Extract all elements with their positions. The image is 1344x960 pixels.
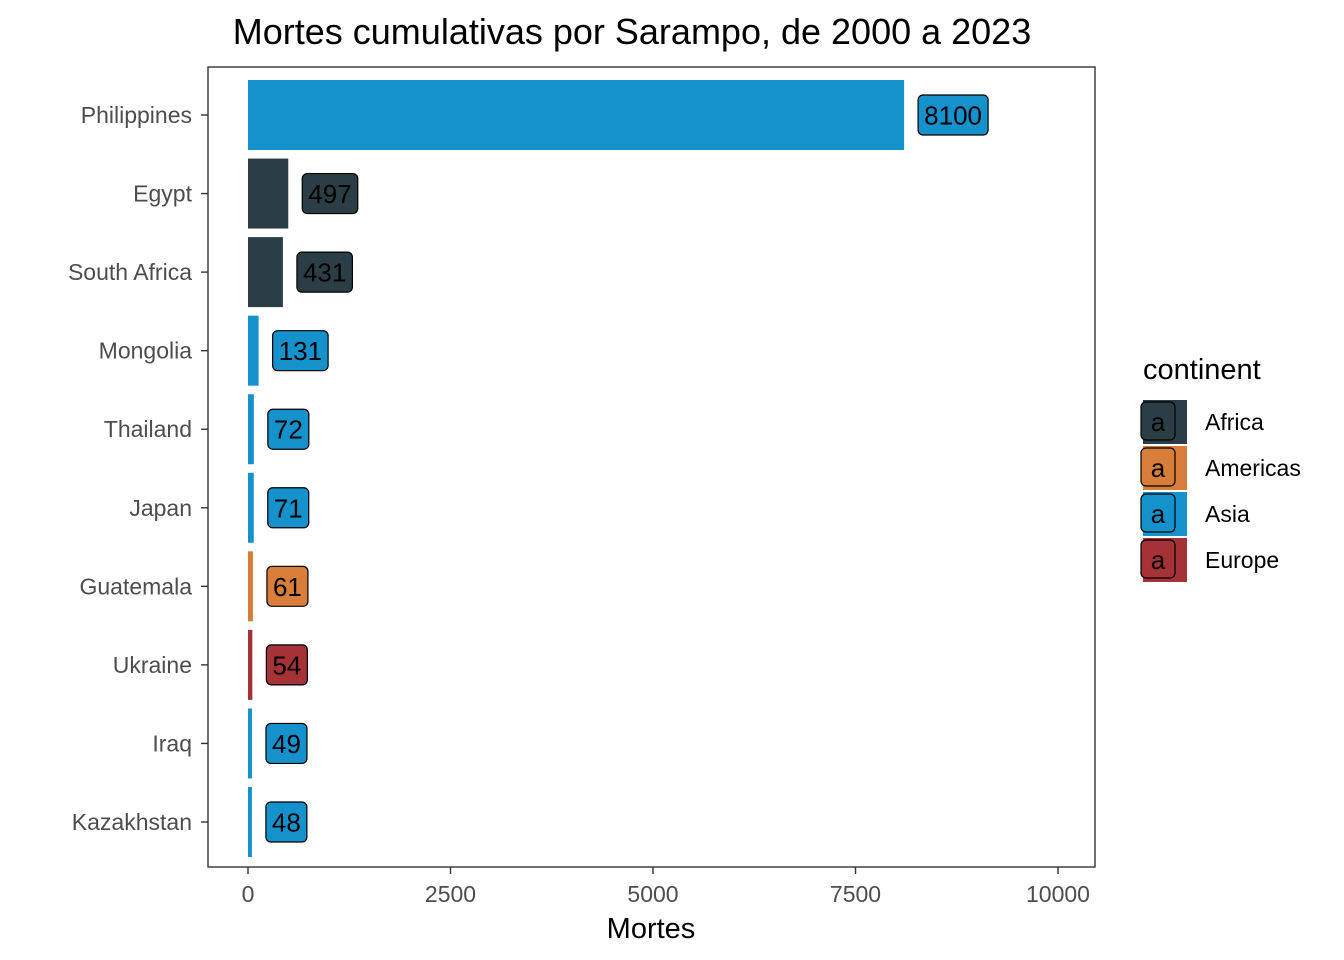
chart-title: Mortes cumulativas por Sarampo, de 2000 … xyxy=(233,11,1031,52)
legend-label: Americas xyxy=(1205,455,1301,481)
y-tick-label: Kazakhstan xyxy=(72,809,192,835)
legend-key-box xyxy=(1140,447,1176,487)
data-label: 131 xyxy=(279,336,322,366)
legend-label: Africa xyxy=(1205,409,1264,435)
bar xyxy=(248,472,254,543)
data-label: 49 xyxy=(272,729,301,759)
data-label-box xyxy=(265,722,308,765)
data-label: 72 xyxy=(274,415,303,445)
y-tick-label: Thailand xyxy=(104,416,192,442)
data-label-box xyxy=(296,251,354,293)
bar xyxy=(248,551,253,622)
y-tick-label: Ukraine xyxy=(113,652,192,678)
data-label: 8100 xyxy=(924,101,982,131)
data-label-box xyxy=(267,408,310,450)
y-tick-label: Philippines xyxy=(81,102,192,128)
y-tick-label: Egypt xyxy=(133,181,192,207)
data-label-box xyxy=(267,487,310,529)
x-axis: 0 2500 5000 7500 10000 xyxy=(242,867,1090,907)
bar xyxy=(248,237,283,308)
legend-key-glyph: a xyxy=(1151,545,1166,575)
data-label-box xyxy=(301,172,359,215)
bar xyxy=(248,629,253,700)
bar xyxy=(248,80,905,150)
data-label: 54 xyxy=(272,650,301,680)
y-tick-label: South Africa xyxy=(68,259,192,285)
y-tick-label: Guatemala xyxy=(79,573,192,599)
legend-key-box xyxy=(1140,493,1176,533)
legend-key-glyph: a xyxy=(1151,407,1166,437)
data-label: 431 xyxy=(303,258,346,288)
data-label-box xyxy=(917,94,989,136)
legend-key-glyph: a xyxy=(1151,453,1166,483)
legend-title: continent xyxy=(1143,354,1261,386)
data-label: 497 xyxy=(308,179,351,209)
legend-key-box xyxy=(1140,539,1176,579)
y-tick-label: Mongolia xyxy=(99,338,193,364)
x-tick-label: 5000 xyxy=(627,881,678,907)
data-label: 71 xyxy=(274,493,303,523)
x-tick-label: 7500 xyxy=(830,881,881,907)
bar xyxy=(248,315,259,386)
bar xyxy=(248,158,289,229)
plot-area: 8100 497 431 131 72 71 61 54 49 48 xyxy=(248,80,989,857)
data-label-box xyxy=(266,565,309,607)
bar xyxy=(248,394,254,465)
legend-label: Europe xyxy=(1205,547,1279,573)
data-label: 48 xyxy=(272,808,301,838)
y-axis: Philippines Egypt South Africa Mongolia Thai… xyxy=(68,102,208,835)
data-label-box xyxy=(272,330,329,372)
x-tick-label: 10000 xyxy=(1026,881,1090,907)
x-tick-label: 2500 xyxy=(425,881,476,907)
legend-key-glyph: a xyxy=(1151,499,1166,529)
panel-border xyxy=(207,66,1096,868)
y-tick-label: Iraq xyxy=(152,730,192,756)
x-axis-title: Mortes xyxy=(607,913,696,945)
data-label: 61 xyxy=(273,572,302,602)
x-tick-label: 0 xyxy=(242,881,255,907)
legend-label: Asia xyxy=(1205,501,1250,527)
legend: continent a Africa a Americas a Asia a Europe xyxy=(1140,354,1301,582)
data-label-box xyxy=(265,644,308,686)
bar xyxy=(248,708,252,779)
legend-key-box xyxy=(1140,401,1176,441)
y-tick-label: Japan xyxy=(129,495,192,521)
data-label-box xyxy=(265,801,308,843)
bar xyxy=(248,787,252,857)
